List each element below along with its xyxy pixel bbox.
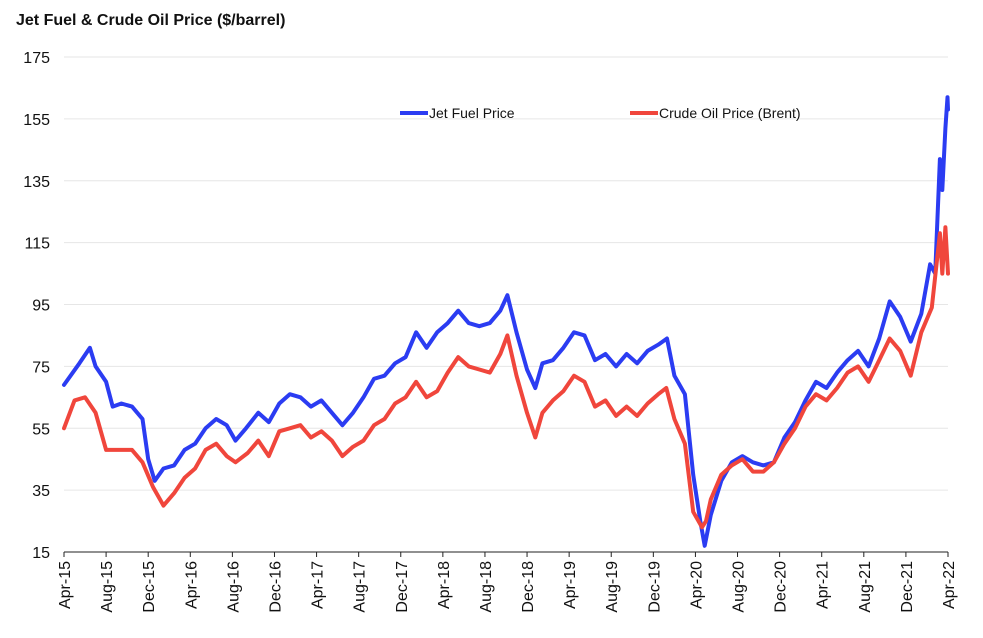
legend: Jet Fuel Price Crude Oil Price (Brent) [400,105,801,121]
x-tick-label: Aug-15 [99,561,116,613]
x-tick-label: Dec-20 [773,561,790,613]
x-tick-label: Dec-19 [646,561,663,613]
x-tick-label: Aug-18 [478,561,495,613]
series-lines [62,95,950,548]
x-tick-label: Aug-19 [604,561,621,613]
x-tick-label: Apr-20 [688,561,705,609]
x-tick-label: Dec-17 [394,561,411,613]
y-tick-label: 35 [32,483,50,500]
x-tick-label: Dec-21 [899,561,916,613]
x-tick-label: Apr-22 [941,561,958,609]
y-axis: 15 35 55 75 95 115 135 155 175 [23,50,50,562]
y-tick-label: 115 [24,236,50,253]
x-tick-label: Dec-15 [141,561,158,613]
legend-label-jet-fuel: Jet Fuel Price [429,105,515,121]
x-tick-label: Apr-21 [815,561,832,609]
x-tick-label: Apr-16 [183,561,200,609]
x-tick-label: Apr-18 [436,561,453,609]
x-tick-label: Apr-17 [310,561,327,609]
legend-label-crude-oil: Crude Oil Price (Brent) [659,105,801,121]
y-tick-label: 15 [32,545,50,562]
x-axis: Apr-15 Aug-15 Dec-15 Apr-16 Aug-16 Dec-16 Apr-… [57,551,958,613]
series-line-crude-oil [62,225,950,530]
y-tick-label: 55 [32,421,50,438]
y-tick-label: 75 [32,359,50,376]
x-tick-label: Dec-16 [267,561,284,613]
x-tick-label: Aug-21 [857,561,874,613]
gridlines [64,56,948,491]
y-tick-label: 155 [23,112,50,129]
y-tick-label: 135 [23,174,50,191]
y-tick-label: 175 [23,50,50,67]
x-tick-label: Dec-18 [520,561,537,613]
chart-title: Jet Fuel & Crude Oil Price ($/barrel) [16,12,285,29]
x-tick-label: Apr-15 [57,561,74,609]
x-tick-label: Aug-17 [352,561,369,613]
series-line-jet-fuel [62,95,950,548]
y-tick-label: 95 [32,298,50,315]
x-tick-label: Aug-20 [731,561,748,613]
x-tick-label: Apr-19 [562,561,579,609]
x-tick-label: Aug-16 [225,561,242,613]
